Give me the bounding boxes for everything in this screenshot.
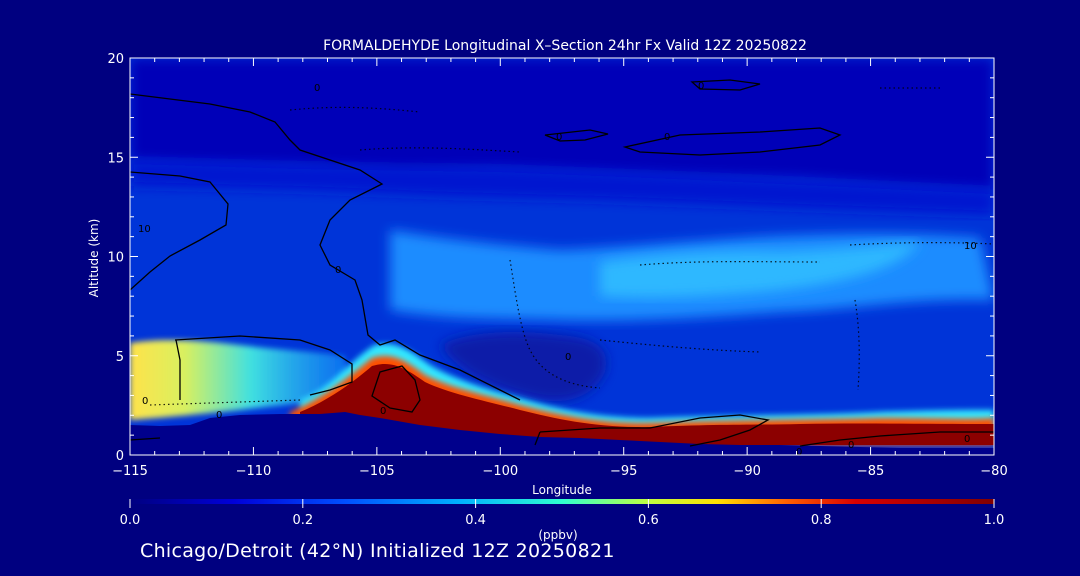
plot-area: 0 0 0 0 10 0 0 0 0 0 0 0 0 10 — [130, 58, 994, 458]
dotted-contour — [599, 339, 761, 353]
x-axis-label: Longitude — [532, 483, 592, 497]
dotted-contour — [359, 147, 521, 153]
colorbar-tick-label: 1.0 — [984, 513, 1005, 528]
colorbar-tick-label: 0.4 — [465, 513, 486, 528]
contour-label: 0 — [565, 352, 571, 363]
contour-label: 0 — [796, 447, 802, 458]
x-axis: −115 −110 −105 −100 −95 −90 −85 −80 — [112, 58, 1008, 479]
contour-line — [130, 171, 229, 291]
contour-labels: 0 0 0 0 10 0 0 0 0 0 0 0 0 10 — [138, 81, 977, 458]
contour-label: 0 — [964, 434, 970, 445]
upper-low-region — [130, 58, 994, 190]
chart-title: FORMALDEHYDE Longitudinal X–Section 24hr… — [323, 38, 807, 54]
x-tick-label: −100 — [482, 464, 518, 479]
contour-line — [130, 93, 521, 401]
contour-line — [175, 339, 181, 400]
dotted-contour — [639, 261, 821, 266]
x-tick-label: −80 — [980, 464, 1007, 479]
colorbar-tick-label: 0.2 — [292, 513, 313, 528]
y-tick-label: 20 — [107, 52, 124, 67]
x-tick-label: −90 — [733, 464, 760, 479]
boundary-layer-max — [300, 363, 994, 445]
x-tick-label: −110 — [236, 464, 272, 479]
y-tick-label: 5 — [116, 350, 124, 365]
contour-label: 0 — [848, 440, 854, 451]
contour-line — [622, 127, 842, 156]
dotted-contour — [854, 299, 860, 391]
contour-label: 0 — [380, 406, 386, 417]
colorbar-tick-label: 0.8 — [811, 513, 832, 528]
contour-label: 0 — [216, 410, 222, 421]
dark-pocket — [440, 332, 607, 402]
dotted-contours — [149, 87, 994, 406]
contour-line — [690, 79, 761, 91]
upper-mid-region — [130, 160, 994, 215]
contour-lines — [130, 79, 994, 447]
colorbar-tick-label: 0.0 — [120, 513, 141, 528]
contour-line — [539, 414, 770, 447]
contour-line — [130, 437, 161, 441]
contour-label: 0 — [556, 132, 562, 143]
contour-label: 10 — [138, 224, 151, 235]
y-axis: 0 5 10 15 20 — [107, 52, 994, 464]
y-tick-label: 0 — [116, 449, 124, 464]
contour-line — [544, 129, 609, 142]
colorbar-ticks: 0.0 0.2 0.4 0.6 0.8 1.0 — [120, 499, 1005, 528]
x-tick-label: −105 — [359, 464, 395, 479]
contour-line — [371, 365, 421, 413]
x-tick-label: −95 — [610, 464, 637, 479]
y-tick-label: 10 — [107, 251, 124, 266]
y-axis-label: Altitude (km) — [87, 219, 101, 298]
mid-band-core — [600, 242, 920, 298]
colorbar-label: (ppbv) — [538, 528, 577, 542]
contour-label: 0 — [142, 396, 148, 407]
terrain-mask — [130, 412, 994, 455]
contour-label: 0 — [335, 265, 341, 276]
contour-label: 10 — [964, 241, 977, 252]
x-tick-label: −85 — [857, 464, 884, 479]
y-tick-label: 15 — [107, 151, 124, 166]
contour-line — [174, 335, 353, 396]
contour-line — [534, 431, 541, 446]
colorbar: 0.0 0.2 0.4 0.6 0.8 1.0 (ppbv) — [120, 499, 1005, 542]
colorbar-tick-label: 0.6 — [638, 513, 659, 528]
run-info-footer: Chicago/Detroit (42°N) Initialized 12Z 2… — [140, 540, 615, 562]
contour-label: 0 — [698, 81, 704, 92]
x-tick-label: −115 — [112, 464, 148, 479]
contour-label: 0 — [314, 83, 320, 94]
dotted-contour — [289, 106, 421, 113]
dotted-contour — [509, 259, 601, 389]
contour-line — [799, 431, 994, 447]
colorbar-strip — [130, 499, 994, 504]
contour-label: 0 — [664, 132, 670, 143]
